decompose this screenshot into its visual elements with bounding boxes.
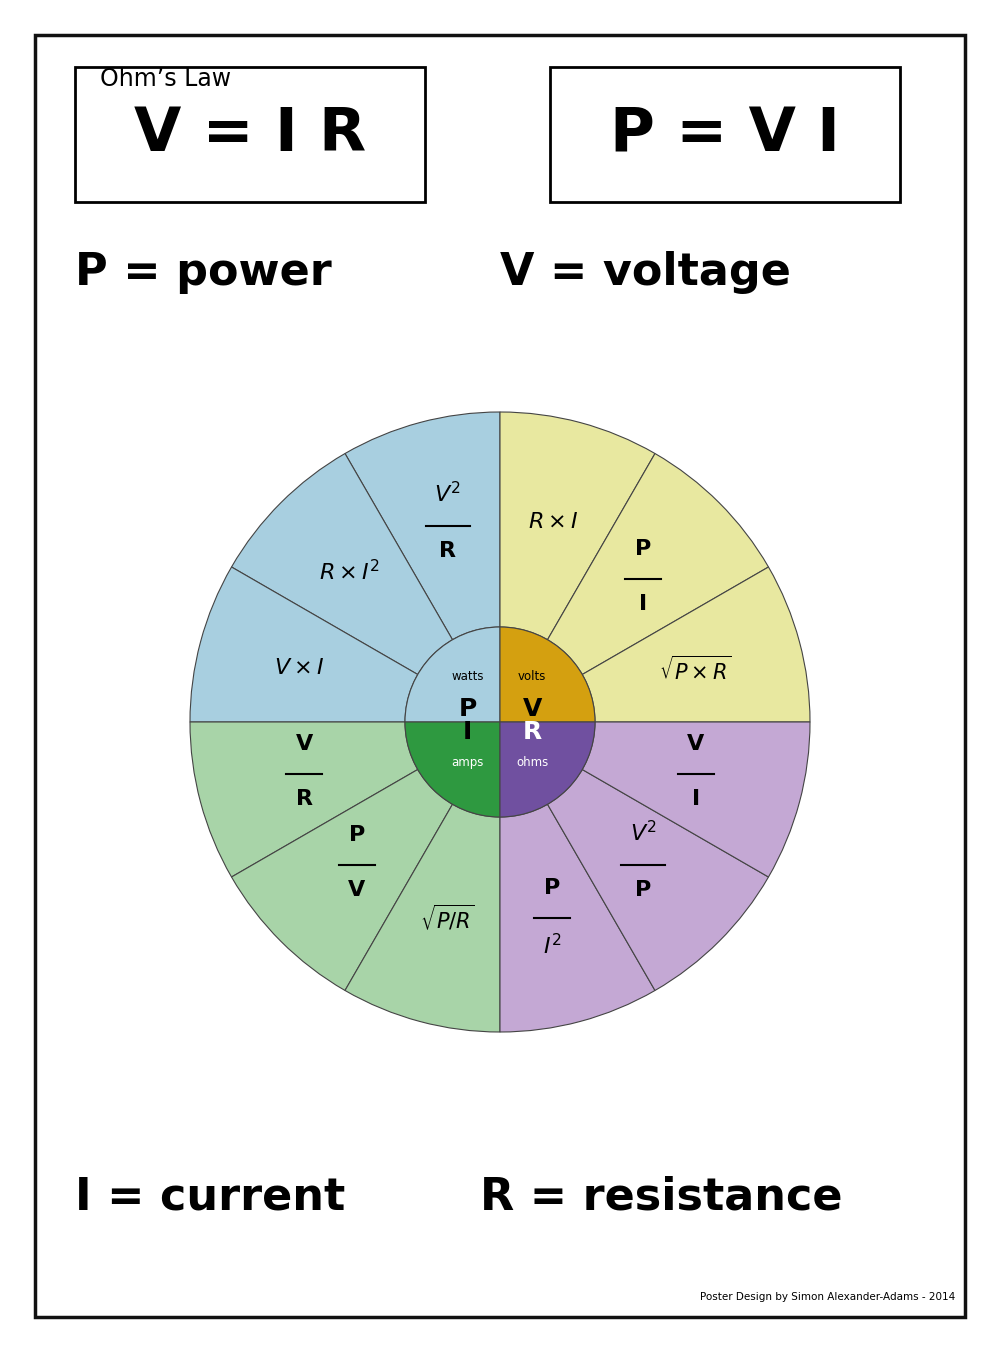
- Text: R: R: [523, 721, 542, 744]
- Wedge shape: [548, 453, 768, 675]
- Text: $V^2$: $V^2$: [434, 481, 461, 507]
- Text: $R \times I$: $R \times I$: [528, 511, 579, 531]
- Text: volts: volts: [518, 669, 546, 683]
- Text: watts: watts: [452, 669, 484, 683]
- Text: P = V I: P = V I: [610, 105, 840, 164]
- Wedge shape: [500, 412, 655, 639]
- Text: $\sqrt{P \times R}$: $\sqrt{P \times R}$: [659, 656, 732, 684]
- Text: R: R: [439, 541, 456, 561]
- Text: I: I: [463, 721, 472, 744]
- Text: $I^2$: $I^2$: [543, 933, 562, 957]
- Text: R: R: [296, 790, 313, 810]
- Text: Ohm’s Law: Ohm’s Law: [100, 68, 231, 91]
- Text: I: I: [639, 594, 647, 614]
- Bar: [75, 68, 425, 201]
- Text: $V^2$: $V^2$: [630, 821, 657, 845]
- Text: Poster Design by Simon Alexander-Adams - 2014: Poster Design by Simon Alexander-Adams -…: [700, 1293, 955, 1302]
- Text: V: V: [523, 696, 542, 721]
- Text: $V \times I$: $V \times I$: [274, 658, 325, 679]
- Wedge shape: [190, 566, 418, 722]
- Text: P: P: [635, 539, 651, 558]
- Text: $\sqrt{P/R}$: $\sqrt{P/R}$: [420, 903, 475, 933]
- Wedge shape: [500, 627, 595, 722]
- Wedge shape: [345, 412, 500, 639]
- Text: P: P: [349, 825, 365, 845]
- Text: V: V: [687, 734, 704, 754]
- Wedge shape: [582, 566, 810, 722]
- Text: ohms: ohms: [516, 756, 548, 769]
- Text: R = resistance: R = resistance: [480, 1175, 842, 1218]
- Text: V = I R: V = I R: [134, 105, 366, 164]
- Wedge shape: [548, 769, 768, 991]
- Text: $R \times I^2$: $R \times I^2$: [319, 560, 380, 584]
- Wedge shape: [232, 453, 453, 675]
- Wedge shape: [232, 769, 452, 991]
- Wedge shape: [345, 804, 500, 1032]
- Text: P: P: [635, 880, 651, 900]
- Text: V: V: [296, 734, 313, 754]
- Wedge shape: [500, 722, 595, 817]
- Text: P: P: [459, 696, 477, 721]
- Text: P = power: P = power: [75, 250, 332, 293]
- Wedge shape: [190, 722, 418, 877]
- Wedge shape: [405, 722, 500, 817]
- Wedge shape: [500, 804, 655, 1032]
- Text: V = voltage: V = voltage: [500, 250, 791, 293]
- Text: I: I: [692, 790, 700, 810]
- Text: amps: amps: [452, 756, 484, 769]
- Wedge shape: [582, 722, 810, 877]
- Text: I = current: I = current: [75, 1175, 345, 1218]
- Wedge shape: [405, 627, 500, 722]
- Text: V: V: [348, 880, 365, 900]
- Bar: [550, 68, 900, 201]
- Text: P: P: [544, 877, 561, 898]
